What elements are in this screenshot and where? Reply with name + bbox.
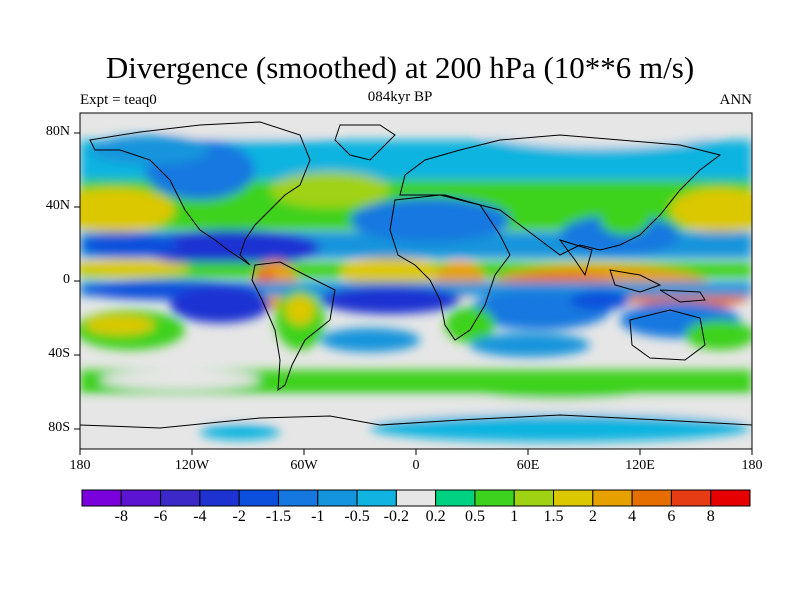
lat-tick-label: 80S (48, 420, 70, 435)
axis-ticks (74, 132, 753, 455)
colorbar-tick-label: -4 (193, 508, 207, 525)
colorbar-tick-label: -2 (232, 508, 246, 525)
colorbar-swatch (474, 489, 515, 507)
colorbar-tick-label: -8 (114, 508, 128, 525)
colorbar-tick-label: -0.5 (344, 508, 370, 525)
lat-tick-label: 40S (48, 346, 70, 361)
colorbar-swatch (592, 489, 633, 507)
colorbar-tick-label: 0.5 (464, 508, 485, 525)
lon-tick-label: 180 (69, 458, 91, 473)
colorbar-tick-label: 4 (628, 508, 637, 525)
colorbar-tick-label: -0.2 (383, 508, 409, 525)
colorbar-swatch (553, 489, 594, 507)
colorbar-swatch (395, 489, 437, 507)
colorbar-swatch (317, 489, 358, 507)
colorbar-swatch (81, 489, 122, 507)
colorbar-tick-label: -1 (311, 508, 325, 525)
colorbar-swatch (199, 489, 240, 507)
colorbar-swatch (277, 489, 319, 507)
map-title: Divergence (smoothed) at 200 hPa (10**6 … (105, 50, 695, 85)
colorbar-tick-label: 6 (667, 508, 676, 525)
colorbar-tick-label: 2 (588, 508, 597, 525)
colorbar-tick-label: 1 (510, 508, 519, 525)
colorbar-tick-label: 1.5 (543, 508, 564, 525)
colorbar-swatch (670, 489, 712, 507)
coastlines (80, 121, 752, 429)
colorbar-swatch (120, 489, 162, 507)
lon-tick-label: 0 (412, 458, 420, 473)
colorbar-tick-label: 0.2 (425, 508, 446, 525)
colorbar-swatch (238, 489, 279, 507)
lon-tick-label: 180 (741, 458, 763, 473)
colorbar-swatch (710, 489, 751, 507)
season-label: ANN (719, 92, 753, 108)
colorbar (81, 489, 751, 507)
lat-tick-label: 80N (45, 124, 70, 139)
colorbar-swatch (160, 489, 201, 507)
lat-tick-label: 0 (63, 272, 70, 287)
lon-tick-label: 60W (290, 458, 318, 473)
colorbar-swatch (631, 489, 672, 507)
experiment-label: Expt = teaq0 (80, 92, 157, 108)
map-subtitle: 084kyr BP (367, 89, 433, 105)
colorbar-swatch (513, 489, 555, 507)
lon-tick-label: 120W (174, 458, 210, 473)
colorbar-tick-label: -6 (153, 508, 168, 525)
colorbar-swatch (356, 489, 397, 507)
lat-tick-label: 40N (45, 198, 70, 213)
colorbar-tick-label: 8 (706, 508, 715, 525)
lon-tick-label: 60E (516, 458, 540, 473)
colorbar-tick-label: -1.5 (265, 508, 292, 525)
colorbar-swatch (435, 489, 476, 507)
lon-tick-label: 120E (625, 458, 655, 473)
divergence-field (80, 113, 752, 449)
